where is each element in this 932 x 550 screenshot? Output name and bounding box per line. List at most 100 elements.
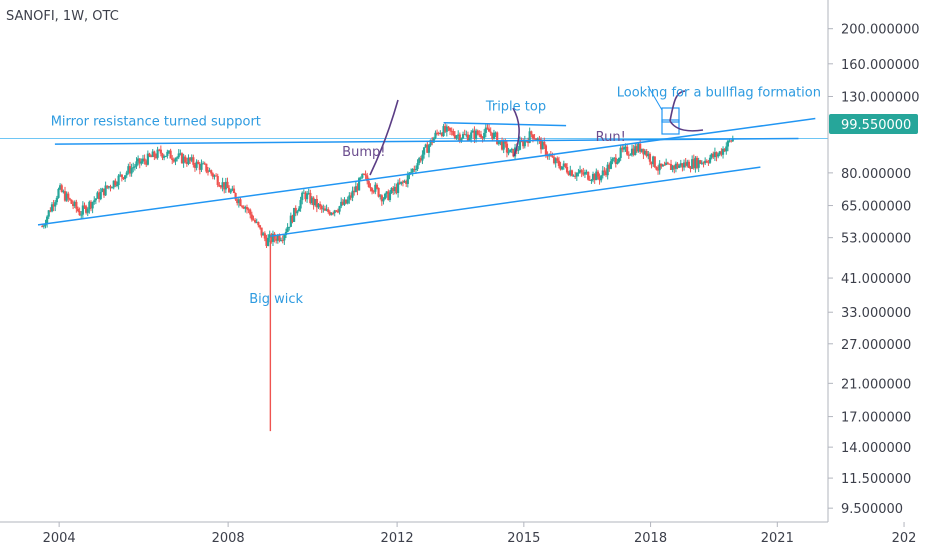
last-price-tag-bg bbox=[829, 114, 918, 134]
candle-body bbox=[159, 149, 162, 154]
candle-body bbox=[522, 141, 525, 147]
candle-body bbox=[523, 140, 526, 147]
candle-body bbox=[630, 148, 634, 155]
candle-body bbox=[483, 132, 486, 139]
x-tick-label: 2018 bbox=[634, 531, 667, 546]
candle-body bbox=[533, 138, 536, 140]
candle-body bbox=[440, 133, 444, 137]
candle-body bbox=[572, 175, 575, 177]
candle-body bbox=[288, 226, 291, 228]
candle-body bbox=[393, 186, 396, 192]
candle-body bbox=[315, 198, 318, 208]
candle-body bbox=[481, 137, 484, 139]
candle-body bbox=[471, 130, 474, 133]
candle-body bbox=[731, 138, 734, 142]
candle-body bbox=[463, 134, 466, 136]
candle-body bbox=[718, 151, 721, 155]
y-ticks: 200.000000 160.000000 130.000000 80.000000 6… bbox=[828, 23, 920, 517]
candle-body bbox=[465, 134, 468, 136]
candle-body bbox=[512, 148, 515, 157]
candle-body bbox=[229, 190, 232, 193]
candle-body bbox=[325, 209, 328, 211]
candle-body bbox=[297, 208, 301, 212]
candle-body bbox=[200, 163, 203, 170]
candle-body bbox=[302, 192, 305, 194]
candles-layer bbox=[41, 122, 734, 432]
candle-body bbox=[101, 188, 104, 192]
candle-body bbox=[705, 160, 708, 163]
candle-body bbox=[185, 161, 188, 164]
bullflag-projection-curve bbox=[669, 90, 704, 132]
candle-body bbox=[127, 166, 130, 173]
candle-body bbox=[156, 149, 159, 158]
candle-body bbox=[422, 147, 426, 155]
candle-body bbox=[309, 192, 312, 204]
candle-body bbox=[435, 132, 439, 134]
y-tick-label: 27.000000 bbox=[841, 338, 911, 353]
candle-body bbox=[340, 201, 343, 207]
candle-body bbox=[626, 146, 629, 155]
candle-body bbox=[270, 234, 273, 242]
candle-body bbox=[476, 130, 479, 135]
candle-body bbox=[583, 172, 587, 175]
candle-body bbox=[211, 173, 214, 177]
candle-body bbox=[604, 171, 608, 176]
candle-body bbox=[427, 145, 431, 153]
candle-body bbox=[106, 185, 109, 188]
candle-body bbox=[617, 157, 621, 162]
candle-body bbox=[279, 239, 283, 241]
candle-body bbox=[504, 141, 507, 144]
candle-body bbox=[444, 126, 447, 132]
candle-body bbox=[565, 166, 569, 173]
candle-body bbox=[301, 192, 304, 201]
candle-body bbox=[375, 184, 379, 188]
candle-body bbox=[281, 239, 284, 241]
candle-body bbox=[224, 181, 227, 190]
candle-body bbox=[145, 161, 148, 165]
candle-body bbox=[190, 157, 193, 161]
candle-body bbox=[691, 159, 694, 169]
candle-body bbox=[237, 199, 240, 204]
candle-body bbox=[395, 186, 398, 193]
candle-body bbox=[151, 151, 154, 157]
candle-body bbox=[392, 187, 395, 192]
candle-body bbox=[712, 153, 715, 158]
candle-body bbox=[442, 126, 445, 137]
candle-body bbox=[356, 186, 359, 191]
axes bbox=[0, 0, 829, 523]
candle-body bbox=[44, 223, 47, 226]
candle-body bbox=[54, 202, 57, 207]
candle-body bbox=[357, 178, 361, 191]
candle-body bbox=[205, 163, 208, 172]
candle-body bbox=[102, 188, 106, 196]
candle-body bbox=[466, 134, 470, 141]
candle-body bbox=[635, 146, 639, 152]
candle-body bbox=[544, 145, 548, 156]
candle-body bbox=[187, 157, 190, 164]
candle-body bbox=[80, 214, 83, 216]
candle-body bbox=[663, 164, 666, 166]
candle-body bbox=[432, 138, 435, 143]
candle-body bbox=[684, 162, 687, 166]
candle-body bbox=[76, 208, 80, 211]
candle-body bbox=[328, 211, 331, 215]
candle-body bbox=[645, 151, 648, 157]
candle-body bbox=[166, 151, 169, 156]
candle-body bbox=[86, 209, 89, 213]
candle-body bbox=[192, 157, 195, 165]
candle-body bbox=[125, 172, 128, 176]
candle-body bbox=[593, 173, 596, 181]
candle-body bbox=[75, 201, 78, 209]
candle-body bbox=[374, 184, 377, 192]
candle-body bbox=[42, 225, 45, 227]
candle-body bbox=[189, 157, 192, 161]
candle-body bbox=[317, 203, 320, 208]
candle-body bbox=[239, 199, 242, 206]
candle-body bbox=[338, 206, 341, 212]
candle-body bbox=[348, 195, 351, 200]
candle-body bbox=[507, 152, 510, 154]
candle-body bbox=[570, 170, 574, 176]
candle-body bbox=[518, 140, 522, 150]
candle-body bbox=[163, 156, 166, 158]
